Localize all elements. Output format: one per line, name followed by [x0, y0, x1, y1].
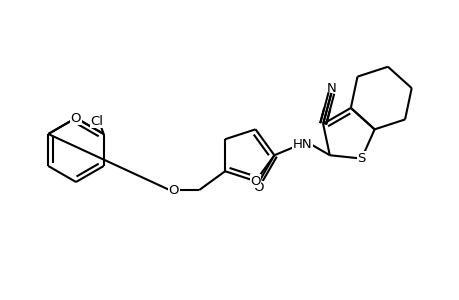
Text: HN: HN: [291, 138, 311, 151]
Text: O: O: [168, 184, 179, 196]
Text: O: O: [252, 182, 263, 194]
Text: N: N: [326, 82, 336, 94]
Text: O: O: [250, 175, 260, 188]
Text: O: O: [71, 112, 81, 124]
Text: S: S: [357, 152, 365, 165]
Text: Cl: Cl: [90, 115, 103, 128]
